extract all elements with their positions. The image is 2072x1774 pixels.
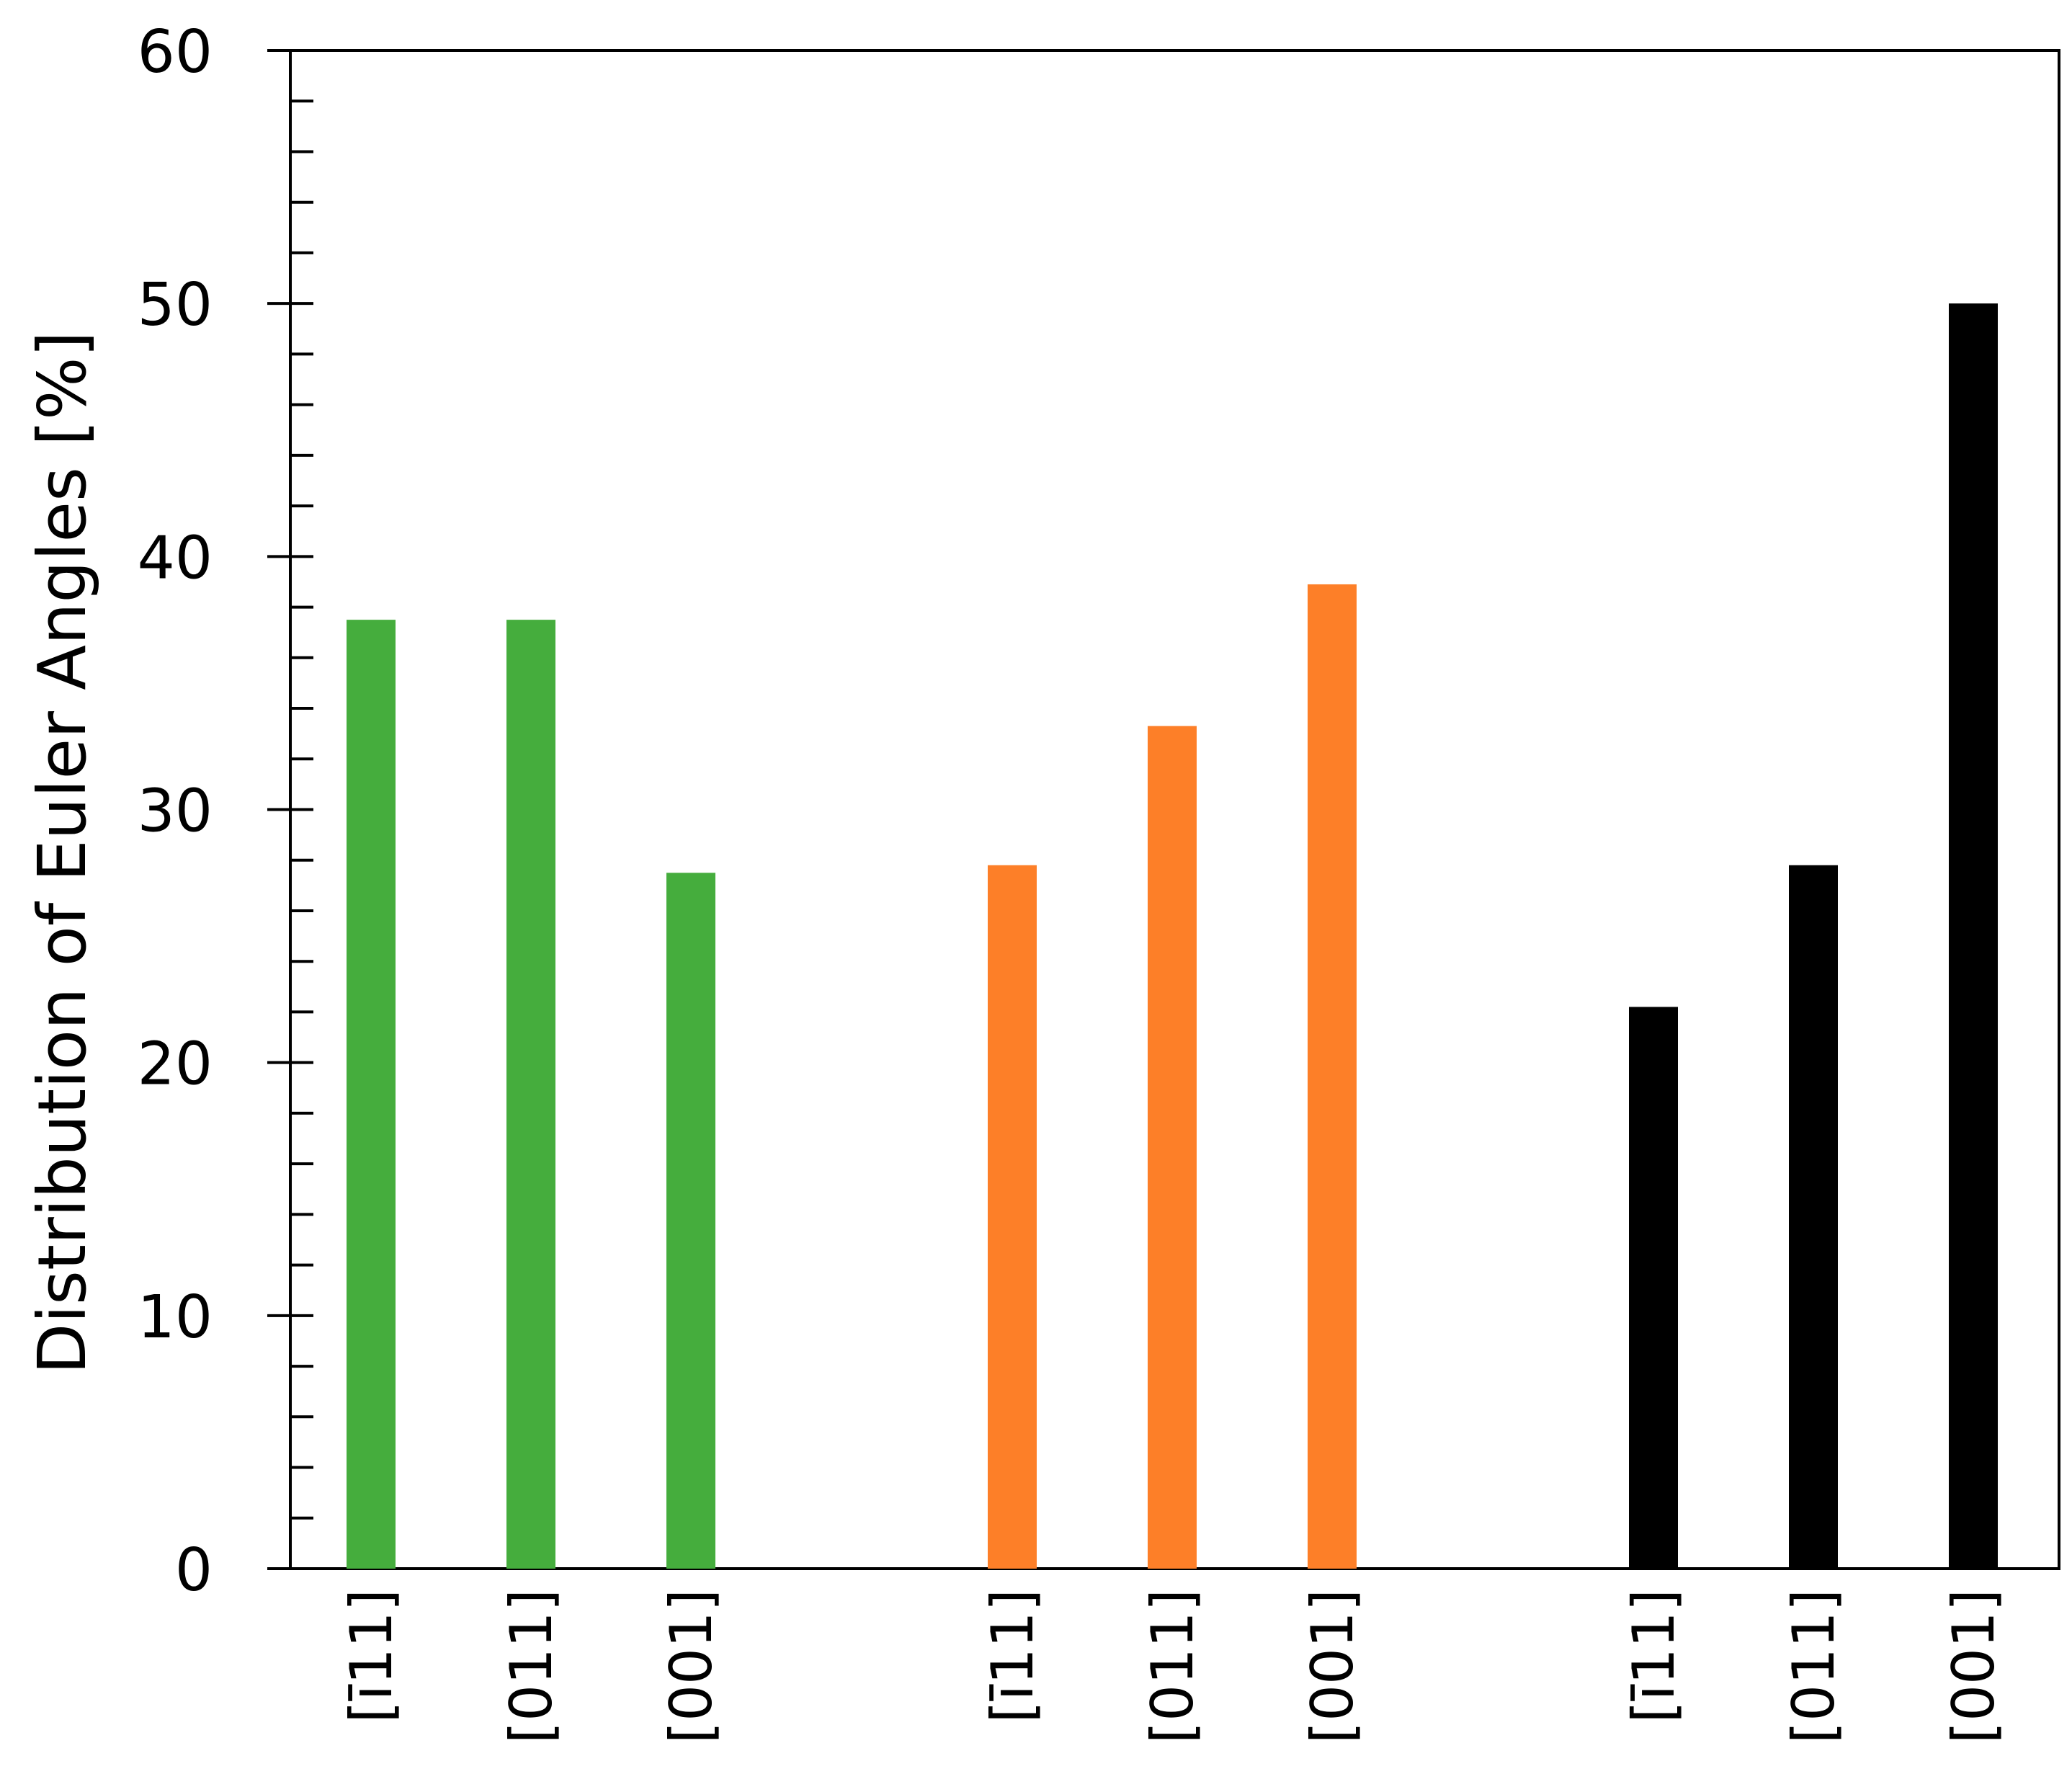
x-tick-label: [ī11]: [1620, 1589, 1687, 1723]
y-tick-label: 0: [175, 1536, 213, 1605]
bar: [347, 620, 396, 1569]
bar: [1308, 584, 1357, 1569]
x-tick-label: [ī11]: [338, 1589, 405, 1723]
x-tick-label: [001]: [658, 1589, 725, 1744]
y-tick-label: 40: [138, 524, 213, 592]
x-tick-label: [001]: [1299, 1589, 1366, 1744]
bar: [1789, 865, 1838, 1569]
x-tick-labels: [ī11] [011] [001] [ī11] [011] [001] [ī11] [011]…: [338, 1589, 2007, 1744]
bar: [1629, 1007, 1678, 1569]
x-tick-label: [001]: [1940, 1589, 2007, 1744]
x-tick-label: [011]: [1139, 1589, 1206, 1744]
y-tick-label: 10: [138, 1283, 213, 1352]
y-tick-label: 30: [138, 777, 213, 846]
y-major-ticks: 0 10 20 30 40 50 60: [138, 18, 290, 1605]
x-tick-label: [ī11]: [979, 1589, 1046, 1723]
bar: [1148, 726, 1197, 1569]
bars: [347, 303, 1998, 1569]
bar: [988, 865, 1037, 1569]
bar: [666, 873, 715, 1569]
y-tick-label: 20: [138, 1030, 213, 1099]
y-minor-ticks: [290, 49, 313, 1570]
y-tick-label: 50: [138, 271, 213, 339]
bar: [1949, 303, 1998, 1569]
y-tick-label: 60: [138, 18, 213, 86]
y-axis-title: Distribution of Euler Angles [%]: [24, 331, 101, 1375]
bar: [506, 620, 555, 1569]
x-tick-label: [011]: [1780, 1589, 1847, 1744]
x-tick-label: [011]: [498, 1589, 565, 1744]
